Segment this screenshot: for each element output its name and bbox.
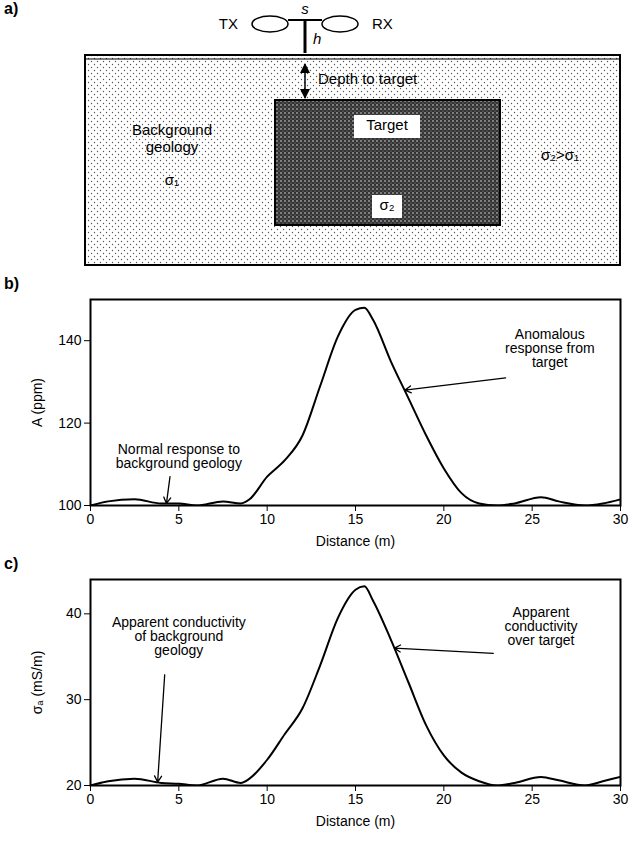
svg-text:h: h xyxy=(313,30,321,47)
svg-text:Anomalousresponse fromtarget: Anomalousresponse fromtarget xyxy=(505,326,594,370)
svg-text:Distance (m): Distance (m) xyxy=(316,533,395,549)
svg-text:25: 25 xyxy=(524,791,540,807)
svg-text:A (ppm): A (ppm) xyxy=(29,378,45,427)
svg-text:0: 0 xyxy=(87,511,95,527)
svg-text:σ₂: σ₂ xyxy=(379,196,394,213)
svg-text:10: 10 xyxy=(259,791,275,807)
html-text:b): b) xyxy=(4,275,20,292)
svg-text:100: 100 xyxy=(58,497,82,513)
svg-text:140: 140 xyxy=(58,332,82,348)
svg-text:20: 20 xyxy=(436,791,452,807)
svg-text:20: 20 xyxy=(66,777,82,793)
svg-text:RX: RX xyxy=(372,15,393,32)
svg-text:5: 5 xyxy=(175,511,183,527)
svg-text:Normal response tobackground g: Normal response tobackground geology xyxy=(116,441,242,471)
svg-text:120: 120 xyxy=(58,415,82,431)
svg-text:Target: Target xyxy=(366,116,409,133)
svg-text:Apparentconductivityover targe: Apparentconductivityover target xyxy=(504,604,577,648)
svg-text:30: 30 xyxy=(613,511,629,527)
svg-text:10: 10 xyxy=(259,511,275,527)
svg-text:σₐ (mS/m): σₐ (mS/m) xyxy=(29,651,45,715)
svg-text:15: 15 xyxy=(348,511,364,527)
svg-text:40: 40 xyxy=(66,605,82,621)
svg-text:Depth to target: Depth to target xyxy=(318,70,418,87)
svg-text:30: 30 xyxy=(613,791,629,807)
svg-text:Distance (m): Distance (m) xyxy=(316,813,395,829)
svg-text:Backgroundgeology: Backgroundgeology xyxy=(132,121,212,155)
svg-text:30: 30 xyxy=(66,691,82,707)
svg-text:0: 0 xyxy=(87,791,95,807)
svg-text:15: 15 xyxy=(348,791,364,807)
svg-text:20: 20 xyxy=(436,511,452,527)
svg-text:TX: TX xyxy=(219,15,238,32)
svg-text:Apparent conductivityof backgr: Apparent conductivityof backgroundgeolog… xyxy=(112,614,246,658)
svg-text:25: 25 xyxy=(524,511,540,527)
svg-text:s: s xyxy=(301,0,309,17)
svg-text:σ₂>σ₁: σ₂>σ₁ xyxy=(541,146,579,163)
svg-text:σ₁: σ₁ xyxy=(165,171,179,188)
html-text:a): a) xyxy=(4,0,19,17)
svg-text:5: 5 xyxy=(175,791,183,807)
html-text:c): c) xyxy=(4,555,19,572)
